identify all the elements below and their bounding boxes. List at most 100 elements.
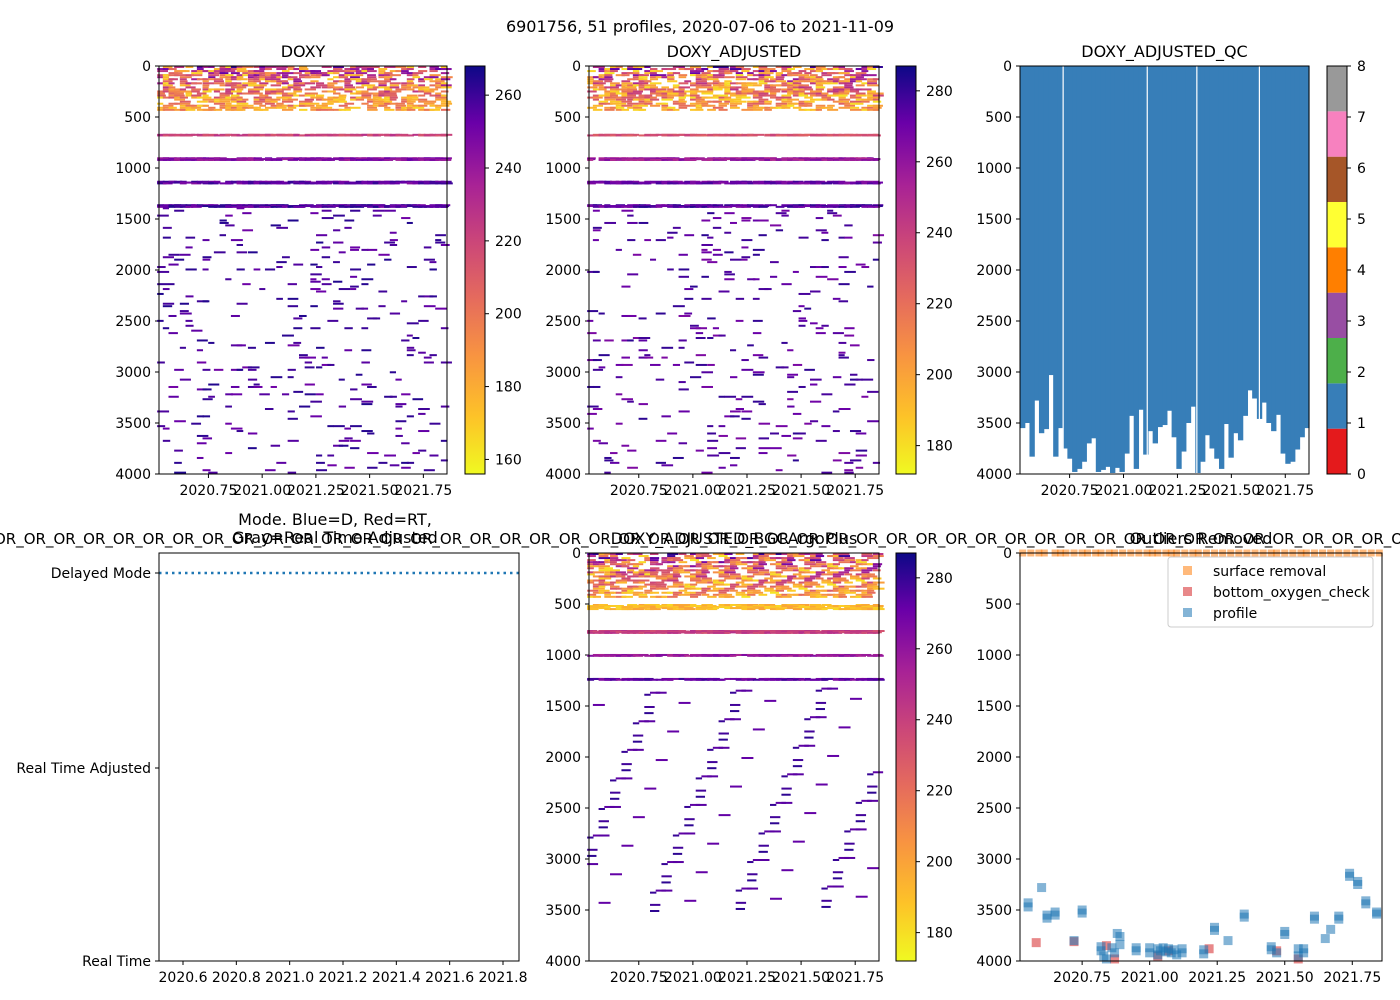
heatmap-cell: [804, 579, 813, 582]
heatmap-cell: [435, 234, 446, 237]
heatmap-cell: [367, 248, 378, 251]
heatmap-cell: [672, 834, 680, 837]
heatmap-cell: [384, 92, 395, 95]
heatmap-cell: [592, 591, 605, 594]
heatmap-cell: [684, 68, 695, 71]
heatmap-cell: [644, 706, 655, 708]
heatmap-cell: [718, 565, 727, 568]
heatmap-cell: [735, 66, 745, 68]
heatmap-cell: [707, 454, 720, 457]
heatmap-cell: [724, 583, 735, 586]
heatmap-cell: [832, 94, 844, 97]
heatmap-cell: [389, 70, 400, 73]
heatmap-cell: [406, 98, 419, 101]
heatmap-cell: [310, 278, 317, 281]
heatmap-cell: [604, 595, 616, 598]
heatmap-cell: [804, 307, 812, 310]
heatmap-cell: [792, 583, 803, 586]
heatmap-cell: [247, 182, 255, 185]
heatmap-cell: [627, 157, 636, 160]
heatmap-cell: [747, 565, 757, 568]
heatmap-cell: [838, 356, 849, 359]
heatmap-cell: [287, 376, 294, 379]
heatmap-cell: [672, 456, 684, 459]
heatmap-cell: [667, 231, 678, 234]
heatmap-cell: [632, 68, 643, 71]
heatmap-cell: [861, 106, 868, 109]
heatmap-cell: [338, 158, 349, 161]
heatmap-cell: [304, 102, 312, 105]
heatmap-cell: [604, 106, 616, 109]
heatmap-cell: [592, 585, 600, 588]
heatmap-cell: [775, 565, 787, 568]
heatmap-cell: [440, 439, 448, 442]
heatmap-cell: [707, 447, 718, 450]
heatmap-cell: [236, 302, 248, 305]
heatmap-cell: [752, 728, 765, 731]
heatmap-cell: [247, 76, 257, 79]
legend-box: [1167, 556, 1374, 628]
heatmap-cell: [712, 217, 722, 220]
heatmap-cell: [592, 561, 600, 564]
heatmap-cell: [781, 104, 792, 107]
heatmap-cell: [855, 563, 863, 566]
heatmap-cell: [632, 90, 643, 93]
heatmap-cell: [781, 100, 793, 103]
heatmap-cell: [718, 86, 729, 89]
heatmap-cell: [350, 158, 357, 161]
heatmap-cell: [276, 182, 287, 185]
heatmap-cell: [610, 452, 618, 455]
heatmap-cell: [798, 585, 807, 588]
heatmap-cell: [412, 72, 424, 75]
heatmap-cell: [758, 844, 769, 847]
heatmap-cell: [615, 102, 627, 105]
heatmap-cell: [333, 182, 344, 185]
heatmap-cell: [781, 94, 792, 97]
heatmap-cell: [435, 68, 446, 71]
heatmap-cell: [247, 378, 258, 381]
heatmap-cell: [655, 654, 663, 657]
heatmap-cell: [162, 96, 170, 99]
heatmap-cell: [655, 587, 667, 590]
heatmap-cell: [610, 70, 618, 73]
heatmap-cell: [384, 72, 393, 75]
heatmap-cell: [638, 605, 649, 608]
heatmap-cell: [253, 96, 260, 99]
heatmap-cell: [855, 76, 864, 79]
heatmap-cell: [304, 88, 317, 91]
heatmap-cell: [758, 100, 766, 103]
heatmap-cell: [350, 98, 357, 101]
heatmap-cell: [747, 593, 756, 596]
heatmap-cell: [667, 730, 680, 733]
heatmap-cell: [667, 432, 678, 435]
scatter-point: [1050, 910, 1060, 920]
heatmap-cell: [259, 98, 267, 101]
heatmap-cell: [764, 68, 776, 71]
heatmap-cell: [179, 310, 189, 313]
heatmap-cell: [690, 104, 699, 107]
heatmap-cell: [724, 205, 733, 208]
heatmap-cell: [798, 74, 810, 77]
heatmap-cell: [185, 86, 196, 89]
heatmap-cell: [168, 106, 177, 109]
heatmap-cell: [730, 561, 738, 564]
qc-profile-bar: [1076, 66, 1083, 469]
heatmap-cell: [798, 604, 810, 606]
heatmap-cell: [747, 106, 757, 109]
heatmap-cell: [855, 559, 863, 562]
heatmap-cell: [598, 134, 607, 137]
heatmap-cell: [406, 461, 415, 464]
heatmap-cell: [718, 606, 725, 609]
heatmap-cell: [650, 910, 660, 912]
heatmap-cell: [707, 261, 718, 264]
heatmap-cell: [764, 80, 775, 83]
heatmap-cell: [213, 181, 221, 184]
heatmap-cell: [632, 631, 644, 634]
heatmap-cell: [684, 678, 693, 681]
heatmap-cell: [276, 261, 287, 264]
heatmap-cell: [661, 604, 671, 606]
heatmap-cell: [701, 243, 713, 246]
heatmap-cell: [844, 461, 854, 464]
heatmap-cell: [208, 383, 220, 386]
heatmap-cell: [321, 278, 330, 281]
